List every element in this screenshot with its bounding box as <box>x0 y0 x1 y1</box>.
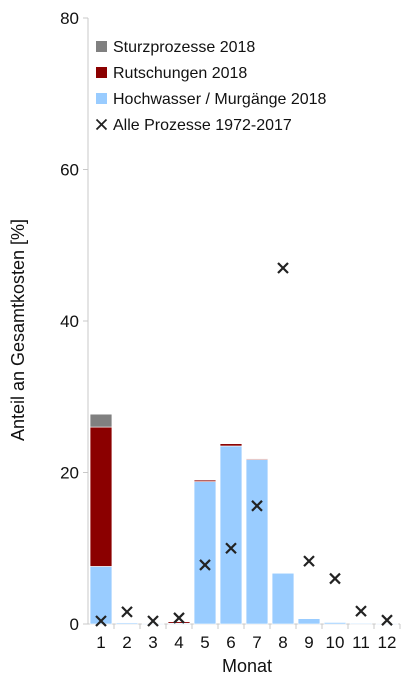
x-tick-label: 3 <box>148 633 157 652</box>
x-tick-label: 6 <box>226 633 235 652</box>
legend-label: Alle Prozesse 1972-2017 <box>113 117 292 134</box>
legend-marker <box>95 118 108 131</box>
y-tick-label: 60 <box>60 161 79 180</box>
y-tick-label: 20 <box>60 464 79 483</box>
x-tick-label: 9 <box>304 633 313 652</box>
data-marker <box>277 262 289 274</box>
data-marker <box>121 606 133 618</box>
x-tick-label: 12 <box>378 633 397 652</box>
y-tick-label: 0 <box>70 615 79 634</box>
bar-segment <box>349 622 373 625</box>
bar-segment <box>323 622 347 625</box>
x-axis: 1 2 3 4 5 6 7 8 9 10 11 12 <box>96 624 401 652</box>
bar-segment <box>375 623 399 625</box>
legend-label: Sturzprozesse 2018 <box>113 39 255 56</box>
legend-item: Hochwasser / Murgänge 2018 <box>96 91 327 108</box>
x-tick-label: 4 <box>174 633 183 652</box>
plot-area <box>87 18 400 625</box>
legend-swatch <box>96 67 107 78</box>
data-marker <box>355 605 367 617</box>
data-marker <box>199 559 211 571</box>
bars <box>89 413 399 625</box>
x-tick-label: 11 <box>352 633 370 652</box>
bar-segment <box>245 458 269 460</box>
legend-label: Hochwasser / Murgänge 2018 <box>113 91 327 108</box>
legend-swatch <box>96 41 107 52</box>
data-marker <box>329 572 341 585</box>
x-axis-title: Monat <box>222 656 272 676</box>
bar-segment <box>141 623 165 625</box>
x-tick-label: 1 <box>96 633 105 652</box>
markers <box>95 262 393 627</box>
y-axis: 0 20 40 60 80 <box>60 9 88 634</box>
bar-segment <box>193 479 217 482</box>
bar-segment <box>167 621 191 624</box>
x-tick-label: 8 <box>278 633 287 652</box>
data-marker <box>95 615 107 627</box>
y-axis-title: Anteil an Gesamtkosten [%] <box>8 219 28 441</box>
legend: Sturzprozesse 2018 Rutschungen 2018 Hochwa… <box>95 39 327 134</box>
bar-segment <box>297 618 321 625</box>
x-tick-label: 5 <box>200 633 209 652</box>
x-tick-label: 10 <box>326 633 345 652</box>
bar-segment <box>89 426 113 567</box>
data-marker <box>147 615 159 627</box>
data-marker <box>303 555 315 567</box>
legend-swatch <box>96 93 107 104</box>
bar-segment <box>219 443 243 447</box>
legend-label: Rutschungen 2018 <box>113 65 247 82</box>
data-marker <box>251 500 263 512</box>
bar-segment <box>193 481 217 625</box>
y-tick-label: 40 <box>60 312 79 331</box>
legend-item: Rutschungen 2018 <box>96 65 247 82</box>
data-marker <box>173 612 185 624</box>
bar-segment <box>245 459 269 625</box>
bar-segment <box>271 572 295 625</box>
legend-item: Sturzprozesse 2018 <box>96 39 255 56</box>
bar-segment <box>115 622 139 625</box>
bar-segment <box>89 566 113 625</box>
data-marker <box>225 542 237 555</box>
data-marker <box>381 614 393 626</box>
x-tick-label: 2 <box>122 633 131 652</box>
y-tick-label: 80 <box>60 9 79 28</box>
legend-item: Alle Prozesse 1972-2017 <box>95 117 292 134</box>
bar-segment <box>89 413 113 428</box>
x-tick-label: 7 <box>252 633 261 652</box>
bar-segment <box>219 445 243 625</box>
